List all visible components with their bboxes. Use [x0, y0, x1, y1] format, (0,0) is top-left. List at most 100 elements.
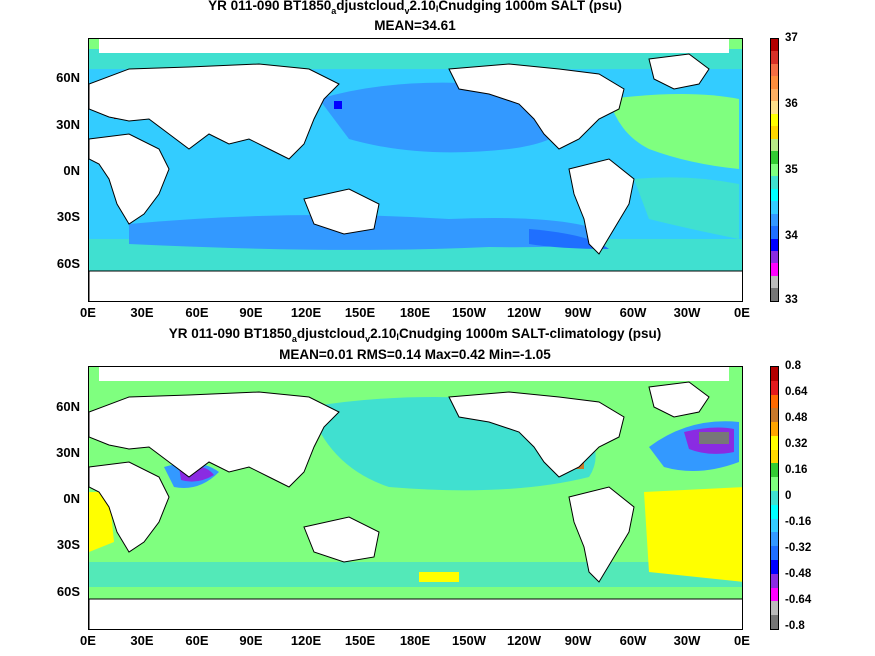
colorbar-swatch: [771, 63, 778, 77]
bottom-xlabel-11: 30W: [673, 633, 701, 648]
bottom-ylabel-30s: 30S: [56, 537, 80, 552]
colorbar-swatch: [771, 504, 778, 519]
bottom-colorbar-tick: -0.16: [785, 516, 812, 528]
colorbar-swatch: [771, 151, 778, 164]
bottom-xlabel-8: 120W: [507, 633, 541, 648]
bottom-colorbar-tick: 0.32: [785, 438, 808, 450]
colorbar-swatch: [771, 573, 778, 588]
colorbar-swatch: [771, 463, 778, 478]
bottom-xlabel-6: 180E: [399, 633, 431, 648]
top-xlabel-8: 120W: [507, 305, 541, 320]
top-colorbar-tick: 37: [785, 32, 798, 44]
top-xlabel-3: 90E: [239, 305, 263, 320]
top-xlabel-9: 90W: [564, 305, 592, 320]
bottom-xlabel-5: 150E: [344, 633, 376, 648]
top-xlabel-7: 150W: [452, 305, 486, 320]
bottom-xlabel-9: 90W: [564, 633, 592, 648]
bottom-colorbar-tick: -0.64: [785, 594, 812, 606]
colorbar-swatch: [771, 126, 778, 139]
top-map: [88, 38, 743, 302]
bottom-colorbar-tick: 0.64: [785, 386, 808, 398]
bottom-colorbar-tick: 0.16: [785, 464, 808, 476]
colorbar-swatch: [771, 422, 778, 436]
top-stats: MEAN=34.61: [374, 18, 456, 33]
top-ylabel-60n: 60N: [56, 70, 80, 85]
colorbar-swatch: [771, 408, 778, 423]
bottom-xlabel-3: 90E: [239, 633, 263, 648]
colorbar-swatch: [771, 263, 778, 276]
colorbar-swatch: [771, 587, 778, 602]
colorbar-swatch: [771, 188, 778, 202]
top-xlabel-0: 0E: [80, 305, 96, 320]
bottom-colorbar-tick: -0.48: [785, 568, 812, 580]
bottom-xlabel-12: 0E: [734, 633, 750, 648]
bottom-colorbar-tick: 0.48: [785, 412, 808, 424]
bottom-xlabel-0: 0E: [80, 633, 96, 648]
bottom-stats: MEAN=0.01 RMS=0.14 Max=0.42 Min=-1.05: [279, 347, 551, 362]
colorbar-swatch: [771, 275, 778, 289]
top-xlabel-2: 60E: [185, 305, 209, 320]
top-ylabel-30n: 30N: [56, 117, 80, 132]
colorbar-swatch: [771, 288, 778, 301]
top-colorbar-tick: 36: [785, 98, 798, 110]
bottom-colorbar-tick: -0.32: [785, 542, 812, 554]
colorbar-swatch: [771, 518, 778, 533]
colorbar-swatch: [771, 101, 778, 114]
top-xlabel-11: 30W: [673, 305, 701, 320]
bottom-xlabel-10: 60W: [619, 633, 647, 648]
top-title: YR 011-090 BT1850adjustcloudv2.10lCnudgi…: [208, 0, 622, 16]
colorbar-swatch: [771, 601, 778, 616]
colorbar-swatch: [771, 213, 778, 227]
colorbar-swatch: [771, 238, 778, 251]
colorbar-swatch: [771, 113, 778, 127]
top-xlabel-1: 30E: [130, 305, 154, 320]
bottom-xlabel-2: 60E: [185, 633, 209, 648]
top-ylabel-0n: 0N: [63, 163, 80, 178]
bottom-colorbar-tick: 0.8: [785, 360, 801, 372]
colorbar-swatch: [771, 546, 778, 560]
colorbar-swatch: [771, 201, 778, 214]
top-colorbar: [770, 38, 779, 302]
colorbar-swatch: [771, 394, 778, 409]
colorbar-swatch: [771, 491, 778, 505]
top-xlabel-10: 60W: [619, 305, 647, 320]
top-xlabel-5: 150E: [344, 305, 376, 320]
bottom-ylabel-60n: 60N: [56, 399, 80, 414]
bottom-xlabel-1: 30E: [130, 633, 154, 648]
bottom-ylabel-30n: 30N: [56, 445, 80, 460]
colorbar-swatch: [771, 449, 778, 464]
top-colorbar-tick: 33: [785, 294, 798, 306]
colorbar-swatch: [771, 39, 778, 52]
top-colorbar-tick: 35: [785, 164, 798, 176]
bottom-title: YR 011-090 BT1850adjustcloudv2.10lCnudgi…: [168, 326, 662, 344]
colorbar-swatch: [771, 532, 778, 547]
colorbar-swatch: [771, 51, 778, 64]
colorbar-swatch: [771, 367, 778, 381]
colorbar-swatch: [771, 477, 778, 492]
bottom-xlabel-4: 120E: [290, 633, 322, 648]
top-xlabel-4: 120E: [290, 305, 322, 320]
bottom-ylabel-0n: 0N: [63, 491, 80, 506]
bottom-colorbar-tick: 0: [785, 490, 792, 502]
colorbar-swatch: [771, 250, 778, 264]
colorbar-swatch: [771, 435, 778, 450]
bottom-ylabel-60s: 60S: [56, 584, 80, 599]
top-xlabel-12: 0E: [734, 305, 750, 320]
bottom-xlabel-7: 150W: [452, 633, 486, 648]
top-xlabel-6: 180E: [399, 305, 431, 320]
bottom-map: [88, 366, 743, 630]
colorbar-swatch: [771, 176, 778, 189]
bottom-colorbar-tick: -0.8: [785, 620, 805, 632]
colorbar-swatch: [771, 138, 778, 152]
colorbar-swatch: [771, 76, 778, 89]
top-ylabel-30s: 30S: [56, 209, 80, 224]
colorbar-swatch: [771, 163, 778, 177]
colorbar-swatch: [771, 559, 778, 574]
colorbar-swatch: [771, 615, 778, 629]
top-colorbar-tick: 34: [785, 230, 798, 242]
top-ylabel-60s: 60S: [56, 256, 80, 271]
colorbar-swatch: [771, 226, 778, 239]
colorbar-swatch: [771, 380, 778, 395]
bottom-colorbar: [770, 366, 779, 630]
colorbar-swatch: [771, 88, 778, 102]
